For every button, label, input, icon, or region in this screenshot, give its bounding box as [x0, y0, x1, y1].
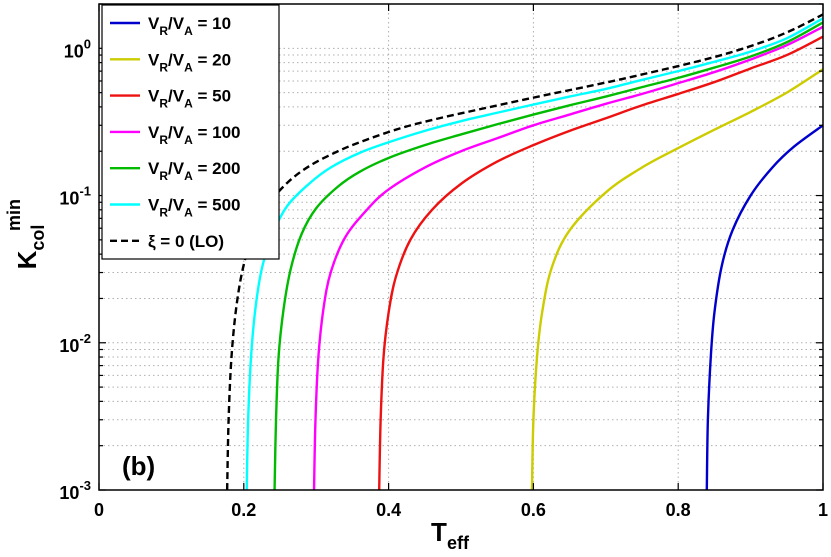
legend-text-part: V	[148, 123, 160, 142]
legend-subscript: R	[159, 60, 168, 74]
x-tick-label: 1	[818, 500, 828, 520]
legend-text-part: = 100	[193, 123, 241, 142]
legend-subscript: A	[184, 24, 193, 38]
y-tick-label-text: 10-1	[59, 184, 91, 209]
y-axis-label-sup: min	[4, 199, 24, 231]
legend-subscript: R	[159, 206, 168, 220]
legend-subscript: A	[184, 206, 193, 220]
legend-text-part: = 20	[193, 50, 231, 69]
legend-text-part: /V	[168, 196, 185, 215]
legend-label-5: VR/VA = 500	[148, 196, 241, 220]
y-tick-base: 10	[64, 41, 84, 61]
legend-subscript: R	[159, 133, 168, 147]
ticks	[98, 3, 824, 491]
legend-text-part: V	[148, 50, 160, 69]
legend-text-part: /V	[168, 159, 185, 178]
legend-text-part: = 10	[193, 14, 231, 33]
legend-subscript: R	[159, 169, 168, 183]
legend-text-part: /V	[168, 87, 185, 106]
y-tick-exponent: 0	[84, 36, 91, 51]
grid	[99, 4, 823, 490]
legend-subscript: R	[159, 97, 168, 111]
y-axis-label-main: K	[12, 250, 42, 269]
series-group	[225, 13, 824, 491]
legend-subscript: A	[184, 97, 193, 111]
legend-subscript: A	[184, 133, 193, 147]
x-axis-label-sub: eff	[447, 533, 470, 553]
y-tick-exponent: -2	[79, 331, 91, 346]
series-line-0	[705, 124, 824, 491]
x-tick-label: 0	[94, 500, 104, 520]
y-axis-label-text: Kcol	[12, 225, 48, 270]
y-tick-label-text: 10-3	[59, 478, 91, 503]
x-tick-label: 0.8	[666, 500, 691, 520]
y-tick-label-text: 10-2	[59, 331, 91, 356]
y-tick-exponent: -1	[79, 184, 91, 199]
y-tick-label: 10-1	[59, 184, 91, 209]
x-tick-label: 0.2	[231, 500, 256, 520]
legend-text-part: /V	[168, 123, 185, 142]
legend-text-part: V	[148, 196, 160, 215]
series-line-1	[530, 68, 824, 491]
legend-text-part: /V	[168, 50, 185, 69]
series-line-2	[377, 35, 824, 491]
series-line-5	[245, 17, 824, 491]
x-axis-label: Teff	[431, 517, 470, 553]
plot-frame	[98, 3, 824, 491]
legend-text-part: = 50	[193, 87, 231, 106]
legend-text-part: V	[148, 159, 160, 178]
legend-text-part: V	[148, 87, 160, 106]
y-tick-base: 10	[59, 336, 79, 356]
series-line-3	[312, 25, 824, 491]
legend-subscript: A	[184, 60, 193, 74]
y-tick-label: 10-3	[59, 478, 91, 503]
legend-label-6: ξ = 0 (LO)	[148, 232, 224, 251]
y-tick-base: 10	[59, 483, 79, 503]
legend-text-part: /V	[168, 14, 185, 33]
legend-text-part: = 200	[193, 159, 241, 178]
y-tick-base: 10	[59, 189, 79, 209]
legend-label-0: VR/VA = 10	[148, 14, 231, 38]
legend-label-1: VR/VA = 20	[148, 50, 231, 74]
legend-label-2: VR/VA = 50	[148, 87, 231, 111]
y-tick-label: 100	[64, 36, 91, 61]
x-tick-label: 0.6	[521, 500, 546, 520]
x-axis-label-main: T	[431, 517, 447, 547]
legend-subscript: A	[184, 169, 193, 183]
series-line-6	[225, 13, 824, 491]
y-tick-label-text: 100	[64, 36, 91, 61]
y-tick-label: 10-2	[59, 331, 91, 356]
legend-text-part: = 500	[193, 196, 241, 215]
legend-label-4: VR/VA = 200	[148, 159, 241, 183]
panel-label: (b)	[122, 451, 155, 481]
x-tick-label: 0.4	[376, 500, 401, 520]
series-line-4	[273, 21, 824, 491]
y-tick-exponent: -3	[79, 478, 91, 493]
legend-subscript: R	[159, 24, 168, 38]
y-axis-label-sub: col	[28, 225, 48, 251]
legend-text-part: V	[148, 14, 160, 33]
legend-label-3: VR/VA = 100	[148, 123, 241, 147]
